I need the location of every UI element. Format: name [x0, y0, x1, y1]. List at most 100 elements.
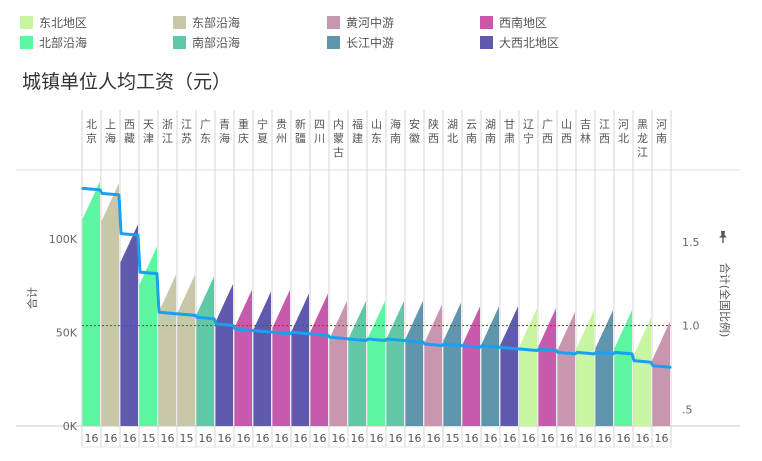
province-label: 福建	[352, 117, 363, 145]
province-label: 河南	[656, 118, 667, 145]
year-label: 16	[332, 432, 346, 445]
bar	[481, 306, 499, 426]
legend-label: 黄河中游	[346, 15, 395, 30]
year-label: 16	[313, 432, 327, 445]
year-label: 16	[104, 432, 118, 445]
legend-label: 北部沿海	[39, 35, 88, 50]
province-label: 黑龙江	[637, 118, 648, 159]
year-label: 16	[541, 432, 555, 445]
province-label: 江西	[599, 118, 610, 145]
legend-swatch	[20, 15, 33, 29]
bar	[405, 300, 423, 426]
bar	[652, 321, 670, 426]
y-axis-title-right: 合计(全国比例)	[718, 263, 732, 338]
province-label: 吉林	[580, 118, 591, 145]
year-label: 16	[294, 432, 308, 445]
year-label: 16	[655, 432, 669, 445]
bar	[614, 310, 632, 426]
province-label: 云南	[466, 118, 477, 145]
legend-item[interactable]: 东北地区	[20, 14, 87, 30]
bar	[576, 310, 594, 426]
province-label: 西藏	[124, 118, 135, 145]
bar	[348, 300, 366, 426]
y-tick-right: 1.0	[682, 320, 700, 333]
y-tick-left: 100K	[49, 233, 78, 246]
chart-title: 城镇单位人均工资（元）	[22, 71, 232, 93]
legend-label: 西南地区	[499, 15, 548, 30]
province-label: 广东	[200, 118, 211, 145]
legend-item[interactable]: 大西北地区	[480, 34, 559, 50]
province-label: 内蒙古	[333, 117, 344, 159]
legend-label: 东部沿海	[192, 15, 241, 30]
province-label: 陕西	[428, 117, 439, 145]
bar	[500, 306, 518, 426]
year-label: 16	[427, 432, 441, 445]
bar	[329, 300, 347, 426]
bar	[462, 306, 480, 426]
legend-item[interactable]: 黄河中游	[327, 14, 394, 30]
legend-label: 东北地区	[39, 15, 88, 30]
province-label: 湖南	[485, 118, 496, 145]
bar	[196, 276, 214, 426]
legend-swatch	[173, 15, 186, 29]
year-label: 16	[85, 432, 99, 445]
legend-swatch	[20, 35, 33, 49]
bar	[253, 291, 271, 426]
province-label: 浙江	[162, 118, 173, 145]
legend-item[interactable]: 西南地区	[480, 14, 547, 30]
province-label: 上海	[105, 118, 116, 145]
y-tick-right: .5	[682, 403, 693, 416]
legend-item[interactable]: 东部沿海	[173, 14, 240, 30]
legend-item[interactable]: 长江中游	[327, 34, 394, 50]
year-label: 16	[522, 432, 536, 445]
year-label: 16	[408, 432, 422, 445]
legend-swatch	[327, 15, 340, 29]
year-label: 16	[161, 432, 175, 445]
y-axis-title-left: 合计	[25, 287, 39, 309]
year-label: 16	[389, 432, 403, 445]
bar	[82, 181, 100, 426]
bar	[120, 224, 138, 426]
bar	[272, 289, 290, 426]
legend-label: 大西北地区	[499, 35, 560, 50]
bar	[595, 310, 613, 426]
year-label: 16	[351, 432, 365, 445]
bar	[215, 283, 233, 426]
year-label: 16	[579, 432, 593, 445]
bar	[386, 300, 404, 426]
year-label: 16	[256, 432, 270, 445]
legend-item[interactable]: 南部沿海	[173, 34, 240, 50]
year-label: 16	[123, 432, 137, 445]
year-label: 16	[503, 432, 517, 445]
province-label: 北京	[86, 118, 97, 145]
province-label: 宁夏	[257, 117, 268, 145]
province-label: 辽宁	[523, 118, 534, 145]
province-label: 山西	[561, 118, 572, 145]
bar	[158, 274, 176, 426]
province-label: 四川	[314, 118, 325, 145]
legend: 东北地区北部沿海 东部沿海南部沿海 黄河中游长江中游 西南地区大西北地区	[0, 0, 762, 60]
year-label: 16	[484, 432, 498, 445]
legend-item[interactable]: 北部沿海	[20, 34, 87, 50]
pin-icon[interactable]	[716, 230, 730, 244]
legend-label: 南部沿海	[192, 35, 241, 50]
y-tick-left: 50K	[56, 327, 78, 340]
province-label: 青海	[219, 118, 230, 145]
province-label: 广西	[542, 118, 553, 145]
bar	[310, 293, 328, 426]
bar	[139, 246, 157, 426]
year-label: 16	[598, 432, 612, 445]
y-tick-right: 1.5	[682, 236, 700, 249]
province-label: 湖北	[447, 118, 458, 145]
bar	[234, 289, 252, 426]
bar	[367, 300, 385, 426]
legend-swatch	[480, 15, 493, 29]
province-label: 山东	[371, 118, 382, 145]
year-label: 16	[275, 432, 289, 445]
province-label: 甘肃	[504, 118, 515, 145]
bar	[633, 317, 651, 426]
province-label: 天津	[143, 118, 154, 145]
legend-swatch	[327, 35, 340, 49]
year-label: 15	[446, 432, 460, 445]
bar	[557, 312, 575, 426]
